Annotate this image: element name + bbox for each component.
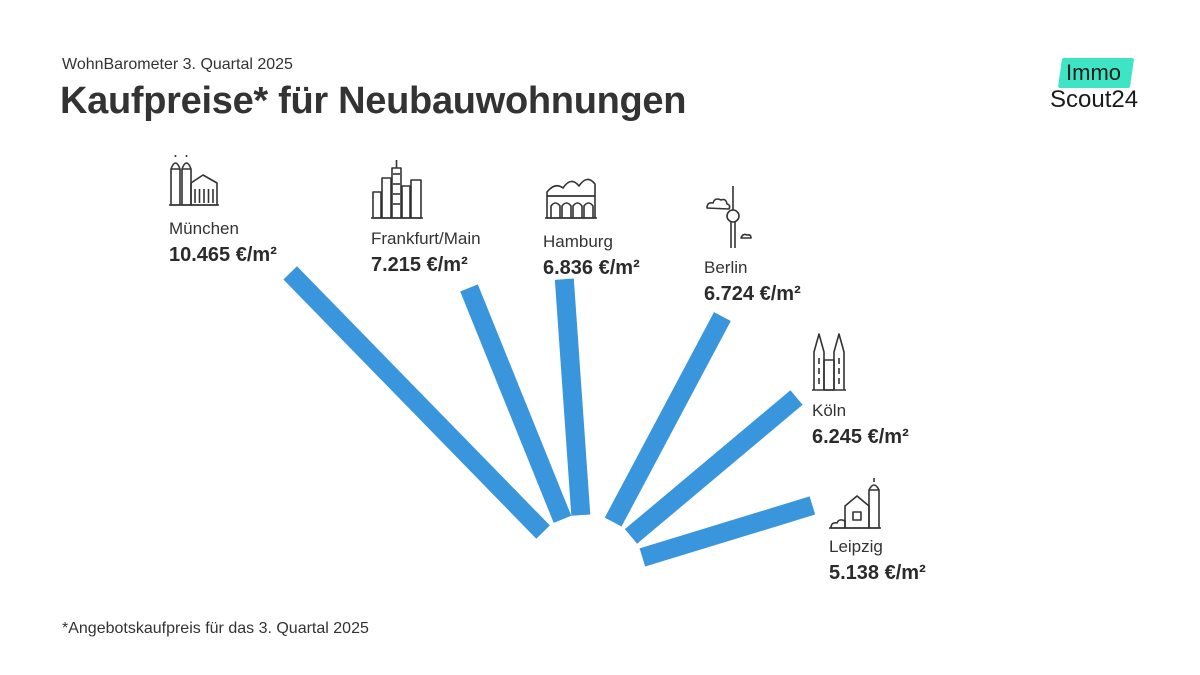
value-label: 6.724 €/m² xyxy=(704,283,801,305)
old-town-hall-icon xyxy=(829,478,881,529)
immoscout24-logo: Immo Scout24 xyxy=(1046,56,1146,116)
chart-title: Kaufpreise* für Neubauwohnungen xyxy=(60,80,687,122)
skyline-icon xyxy=(371,160,423,219)
bar-2 xyxy=(460,284,572,523)
tv-tower-icon xyxy=(706,186,752,248)
value-label: 10.465 €/m² xyxy=(169,244,277,266)
value-label: 6.245 €/m² xyxy=(812,426,909,448)
logo-immo-text: Immo xyxy=(1066,60,1121,85)
city-label: Hamburg xyxy=(543,232,613,251)
bar-1 xyxy=(283,266,550,539)
city-label: Berlin xyxy=(704,258,747,277)
logo-scout-text: Scout24 xyxy=(1050,86,1139,113)
value-label: 6.836 €/m² xyxy=(543,257,640,279)
chart-subtitle: WohnBarometer 3. Quartal 2025 xyxy=(62,56,293,73)
frauenkirche-icon xyxy=(169,155,219,206)
bar-4 xyxy=(604,312,731,527)
city-label: Leipzig xyxy=(829,537,883,556)
bar-5 xyxy=(624,390,803,544)
value-label: 7.215 €/m² xyxy=(371,254,468,276)
bar-6 xyxy=(639,496,816,567)
value-label: 5.138 €/m² xyxy=(829,562,926,584)
cathedral-icon xyxy=(812,333,846,391)
bar-3 xyxy=(554,278,591,516)
elbphilharmonie-icon xyxy=(545,178,597,219)
city-label: Frankfurt/Main xyxy=(371,229,481,248)
city-label: München xyxy=(169,219,239,238)
city-label: Köln xyxy=(812,401,846,420)
footnote: *Angebotskaufpreis für das 3. Quartal 20… xyxy=(62,620,369,637)
